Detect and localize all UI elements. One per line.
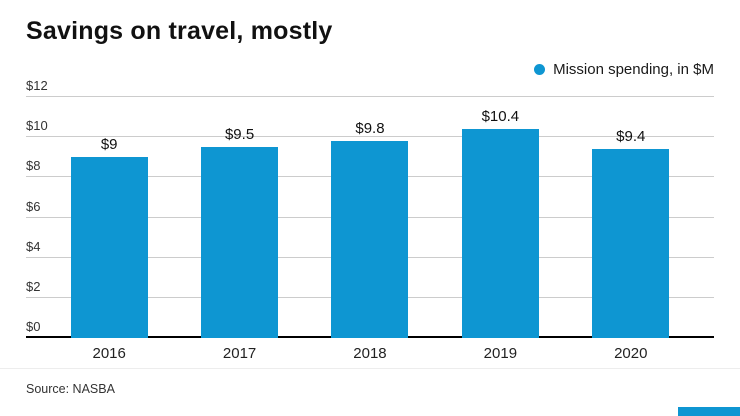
bar-group: $9.5 [201,97,279,338]
y-tick-label: $8 [26,158,41,174]
brand-accent-bar [678,407,740,416]
bar-value-label: $10.4 [481,108,520,126]
bar [461,129,539,338]
bar-group: $9 [70,97,148,338]
x-tick-label: 2020 [614,345,648,362]
bar-group: $9.4 [592,97,670,338]
y-tick-label: $2 [26,278,41,294]
bar-chart: $0 $2 $4 $6 $8 $10 $12 $9 $9.5 $9.8 $10.4 $9.4 [26,79,714,338]
x-tick-label: 2019 [483,345,518,362]
bar-value-label: $9 [100,136,118,154]
bar [201,147,279,338]
bar [331,141,409,338]
chart-title: Savings on travel, mostly [26,17,333,45]
y-tick-label: $10 [26,118,48,134]
bar [70,157,148,338]
x-axis-labels: 2016 2017 2018 2019 2020 [26,345,714,362]
x-tick-label: 2018 [353,345,387,362]
y-tick-label: $6 [26,198,41,214]
bar-group: $9.8 [331,97,409,338]
y-tick-label: $0 [26,319,41,334]
bar-value-label: $9.8 [355,120,385,138]
bar-value-label: $9.4 [616,128,646,146]
legend: Mission spending, in $M [534,61,714,78]
y-tick-label: $12 [26,78,48,93]
legend-label: Mission spending, in $M [553,61,714,78]
source-note: Source: NASBA [26,382,115,396]
x-tick-label: 2016 [92,345,126,362]
bar-value-label: $9.5 [224,126,255,144]
bar-group: $10.4 [461,97,539,338]
gridline [26,96,714,97]
legend-marker-icon [534,64,546,75]
gridline [26,136,714,138]
footer-divider [0,368,740,369]
y-tick-label: $4 [26,238,41,254]
bars-layer: $9 $9.5 $9.8 $10.4 $9.4 [26,97,714,338]
bar [592,149,670,338]
x-tick-label: 2017 [222,345,257,362]
